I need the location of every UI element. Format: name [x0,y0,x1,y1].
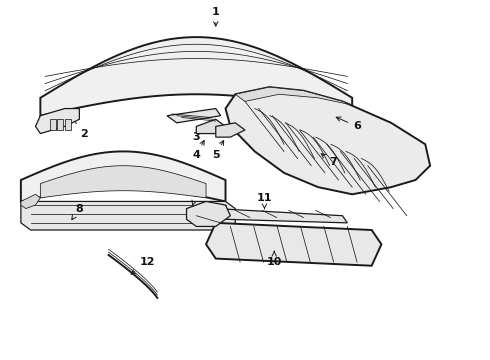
Text: 3: 3 [193,125,222,142]
Text: 11: 11 [257,193,272,209]
Polygon shape [50,119,56,130]
Polygon shape [65,119,71,130]
Polygon shape [196,119,225,134]
Polygon shape [216,123,245,137]
Polygon shape [206,223,381,266]
Polygon shape [235,87,352,105]
Polygon shape [187,202,230,226]
Text: 1: 1 [212,7,220,26]
Polygon shape [225,87,430,194]
Text: 8: 8 [72,203,83,220]
Polygon shape [57,119,63,130]
Text: 6: 6 [336,117,361,131]
Text: 4: 4 [193,140,204,160]
Text: 12: 12 [131,257,155,274]
Polygon shape [167,109,220,123]
Polygon shape [40,166,206,198]
Text: 9: 9 [192,189,200,205]
Text: 7: 7 [321,154,337,167]
Text: 5: 5 [212,140,223,160]
Polygon shape [216,208,347,223]
Polygon shape [21,152,225,202]
Polygon shape [21,194,40,208]
Polygon shape [40,37,352,116]
Text: 10: 10 [267,251,282,267]
Polygon shape [21,202,235,230]
Text: 2: 2 [67,112,88,139]
Polygon shape [35,109,79,134]
